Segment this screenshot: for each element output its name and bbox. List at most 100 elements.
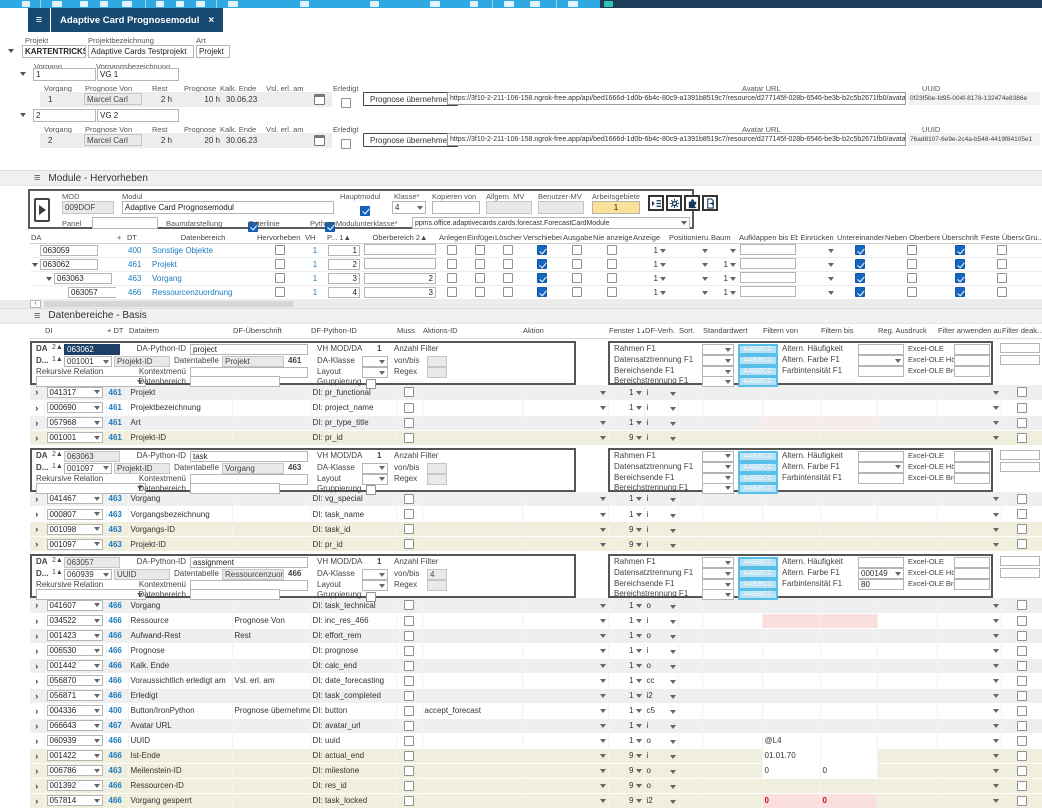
filtern-von-cell[interactable] [762,598,821,613]
filtern-bis-cell[interactable] [820,703,878,718]
sort-cell[interactable] [678,628,703,643]
puzzle-icon[interactable] [684,195,700,211]
muss-checkbox[interactable] [404,645,414,656]
aktion-select[interactable] [522,491,609,507]
datenbereich-field[interactable] [190,376,280,387]
farbintensitaet-field[interactable]: 80 [858,579,904,590]
expand-row-icon[interactable]: › [35,660,39,671]
muss-checkbox[interactable] [404,417,414,428]
erledigt-checkbox[interactable] [341,138,351,149]
di-select[interactable]: 001392 [46,780,103,791]
standardwert-cell[interactable] [702,521,763,537]
filtern-bis-cell[interactable] [820,400,878,415]
aufklappen-input[interactable] [740,257,796,269]
muss-checkbox[interactable] [404,765,414,776]
layout-select[interactable] [362,473,388,485]
filter-anwenden-select[interactable] [937,613,1002,628]
filter-deaktivieren-checkbox[interactable] [1016,690,1027,701]
muss-checkbox[interactable] [404,539,414,549]
gruppierung-checkbox[interactable] [366,591,376,602]
fenster-select[interactable]: 1 [608,628,645,643]
filtern-von-cell[interactable] [762,385,821,400]
reg-ausdruck-cell[interactable] [877,673,938,688]
datenbereich-link[interactable]: Ressourcenzuordnung [152,287,233,297]
df-verh-select[interactable]: i [644,385,679,400]
sort-cell[interactable] [678,748,703,763]
arbeitsgebiete-field[interactable]: 1 [592,201,640,214]
oberbereich-input[interactable] [364,243,436,255]
filter-anwenden-select[interactable] [937,718,1002,733]
filter-anwenden-select[interactable] [937,491,1002,507]
filter-deaktivieren-checkbox[interactable] [1016,432,1027,443]
ausgabe-checkbox[interactable] [572,245,582,255]
filter-deaktivieren-checkbox[interactable] [1016,600,1027,611]
excel-ole-field[interactable] [954,557,990,568]
sort-cell[interactable] [678,385,703,400]
hamburger-menu-icon[interactable]: ≡ [28,8,50,32]
untereinander-checkbox[interactable] [855,287,865,297]
datenbereich-field[interactable] [190,482,280,494]
sort-cell[interactable] [678,763,703,778]
expand-row-icon[interactable]: › [35,690,39,701]
bereichstrennung-color-field[interactable]: AABBCC [738,589,778,600]
filter-anwenden-select[interactable] [937,385,1002,400]
bereichstrennung-color-field[interactable]: AABBCC [738,376,778,387]
reg-ausdruck-cell[interactable] [877,763,938,778]
reg-ausdruck-cell[interactable] [877,400,938,415]
datensatztrennung-color-field[interactable]: AABBCC [738,461,778,473]
feste-ueberschrift-checkbox[interactable] [997,245,1007,255]
excel-ole-hoehe-field[interactable] [954,568,990,579]
muss-checkbox[interactable] [404,387,414,398]
datenbereich-link[interactable]: Vorgang [152,273,182,283]
df-verh-select[interactable]: i [644,491,679,507]
expand-row-icon[interactable]: › [35,387,39,398]
prognose-uebernehmen-button[interactable]: Prognose übernehmen [363,133,459,147]
nie-anzeigen-checkbox[interactable] [607,273,617,283]
expand-row-icon[interactable]: › [35,615,39,626]
di-select[interactable]: 004336 [46,705,103,716]
datensatztrennung-select[interactable] [702,568,734,579]
aufklappen-input[interactable] [740,243,796,255]
expand-row-icon[interactable]: › [35,720,39,731]
df-verh-select[interactable]: i [644,536,679,552]
layout-select[interactable] [362,580,388,591]
standardwert-cell[interactable] [702,673,763,688]
fenster-select[interactable]: 1 [608,688,645,703]
reg-ausdruck-cell[interactable] [877,658,938,673]
aktion-select[interactable] [522,506,609,522]
baum-select[interactable]: 1 [710,271,738,285]
loeschen-checkbox[interactable] [503,273,513,283]
sort-cell[interactable] [678,703,703,718]
rahmen-color-field[interactable]: AABBCC [738,450,778,462]
aktion-select[interactable] [522,536,609,552]
reg-ausdruck-cell[interactable] [877,430,938,445]
standardwert-cell[interactable] [702,748,763,763]
di-select[interactable]: 034522 [46,615,103,626]
datensatztrennung-select[interactable] [702,461,734,473]
filtern-von-cell[interactable]: 0 [762,793,821,808]
standardwert-cell[interactable] [702,718,763,733]
muss-checkbox[interactable] [404,780,414,791]
filter-anwenden-select[interactable] [937,628,1002,643]
horizontal-scrollbar[interactable]: ‹ [0,299,1042,308]
expand-row-icon[interactable]: › [35,539,39,549]
filter-anwenden-select[interactable] [937,793,1002,808]
scroll-left-button[interactable]: ‹ [30,299,41,308]
muss-checkbox[interactable] [404,432,414,443]
df-verh-select[interactable]: i [644,415,679,430]
fenster-select[interactable]: 9 [608,430,645,445]
einruecken-select[interactable] [798,244,836,258]
sort-cell[interactable] [678,506,703,522]
sort-cell[interactable] [678,688,703,703]
di-select[interactable]: 001097 [46,538,103,550]
aktion-select[interactable] [522,718,609,733]
da-klasse-select[interactable] [362,462,388,474]
extra-field[interactable] [1000,568,1040,578]
expand-row-icon[interactable]: › [35,417,39,428]
filtern-bis-cell[interactable] [820,491,878,507]
muss-checkbox[interactable] [404,735,414,746]
filter-deaktivieren-checkbox[interactable] [1016,660,1027,671]
hervorheben-checkbox[interactable] [275,273,285,283]
datensatztrennung-color-field[interactable]: AABBCC [738,355,778,366]
filter-anwenden-select[interactable] [937,778,1002,793]
